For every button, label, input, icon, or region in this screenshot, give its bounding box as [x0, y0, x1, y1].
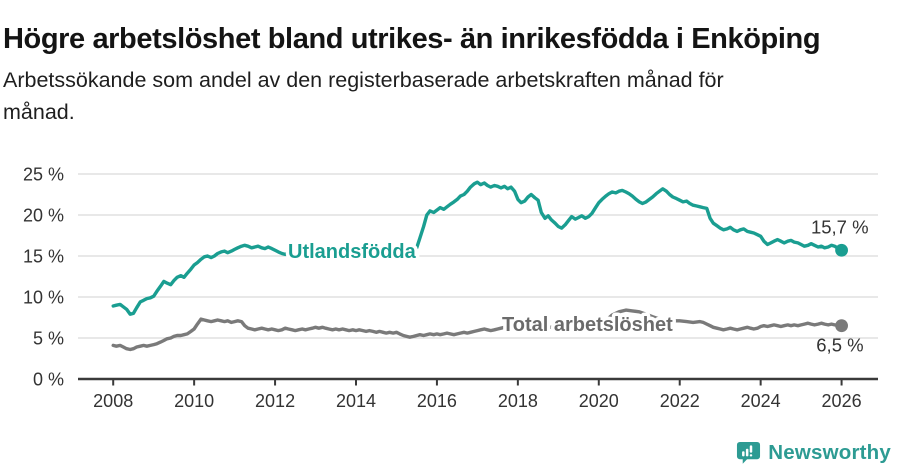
newsworthy-logo-icon	[737, 441, 761, 464]
y-axis-labels: 0 % 5 % 10 % 15 % 20 % 25 %	[23, 165, 64, 390]
series-endpoint-utlandsf-dda	[835, 243, 848, 257]
y-gridlines	[78, 173, 878, 339]
subtitle-line-2: månad.	[3, 100, 75, 124]
svg-text:10 %: 10 %	[23, 288, 64, 308]
svg-text:0 %: 0 %	[33, 370, 64, 390]
series-line-total-arbetsl-shet	[111, 308, 844, 352]
subtitle-line-1: Arbetssökande som andel av den registerb…	[3, 68, 724, 92]
svg-text:2026: 2026	[822, 391, 862, 411]
series-line-utlandsf-dda	[111, 180, 844, 316]
series-end-value-utlandsf-dda: 15,7 %	[811, 216, 869, 237]
svg-text:2024: 2024	[741, 391, 781, 411]
series-endpoint-total-arbetsl-shet	[835, 319, 848, 333]
series-label-utlandsf-dda: Utlandsfödda	[288, 241, 417, 263]
newsworthy-brand-name: Newsworthy	[768, 441, 891, 464]
svg-text:25 %: 25 %	[23, 165, 64, 185]
series-end-value-total-arbetsl-shet: 6,5 %	[816, 335, 863, 356]
svg-text:5 %: 5 %	[33, 329, 64, 349]
svg-text:2020: 2020	[579, 391, 619, 411]
svg-text:2010: 2010	[174, 391, 214, 411]
svg-text:2008: 2008	[93, 391, 133, 411]
svg-text:2018: 2018	[498, 391, 538, 411]
series-utlandsf-dda: Utlandsfödda 15,7 %	[111, 180, 869, 316]
x-axis: 2008 2010 2012 2014 2016 2018 2020 2022 2024 2026	[78, 377, 878, 411]
svg-text:2022: 2022	[660, 391, 700, 411]
unemployment-line-chart: 0 % 5 % 10 % 15 % 20 % 25 % 2008 2010 2012 2014 20…	[0, 148, 900, 416]
svg-text:2012: 2012	[255, 391, 295, 411]
series-label-total-arbetsl-shet: Total arbetslöshet	[502, 314, 673, 336]
page-subtitle: Arbetssökande som andel av den registerb…	[3, 64, 863, 128]
svg-text:2016: 2016	[417, 391, 457, 411]
chart-svg: 0 %5 %10 %15 %20 %25 %2008 2010 2012 2014 20…	[23, 165, 878, 411]
series-total-arbetsl-shet: Total arbetslöshet 6,5 %	[111, 308, 864, 356]
svg-text:15 %: 15 %	[23, 247, 64, 267]
svg-text:20 %: 20 %	[23, 206, 64, 226]
page-title: Högre arbetslöshet bland utrikes- än inr…	[3, 23, 821, 56]
newsworthy-brand[interactable]: Newsworthy	[736, 439, 891, 467]
svg-text:2014: 2014	[336, 391, 376, 411]
